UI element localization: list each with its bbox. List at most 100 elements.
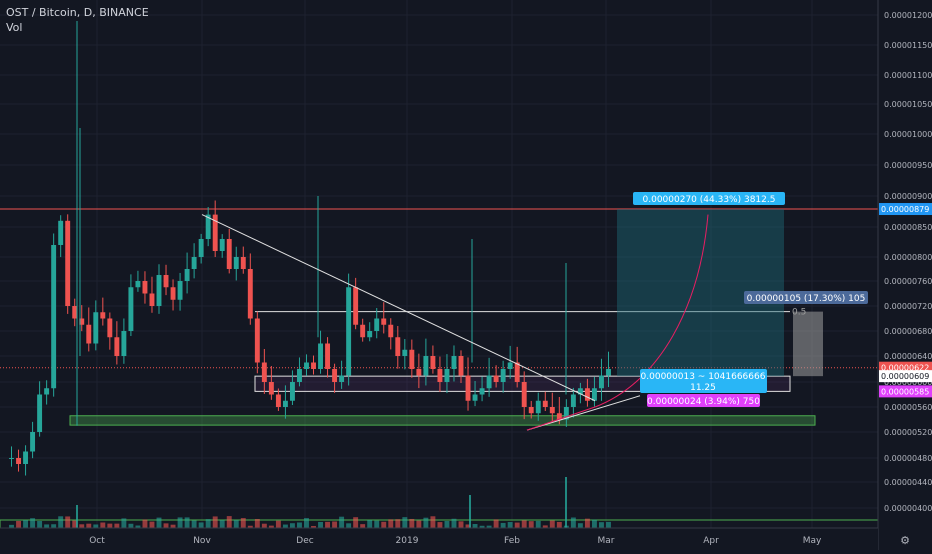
annotation-target: 0.00000270 (44.33%) 3812.5	[643, 195, 776, 205]
volume-bar	[76, 505, 78, 528]
candle-body	[72, 306, 78, 319]
y-tick-label: 0.00000800	[884, 253, 932, 262]
volume-bar	[44, 524, 50, 528]
volume-bar	[584, 518, 590, 528]
candle-body	[402, 349, 408, 356]
y-tick-label: 0.00000850	[884, 223, 932, 232]
volume-bar	[23, 520, 29, 528]
candle-body	[486, 375, 492, 389]
candle-body	[584, 388, 590, 401]
price-tag: 0.00000609	[881, 372, 929, 381]
volume-bar	[30, 518, 36, 528]
volume-bar	[542, 525, 548, 528]
candle-body	[542, 400, 548, 407]
volume-bar	[577, 523, 583, 528]
volume-bar	[528, 521, 534, 528]
volume-bar	[58, 516, 64, 528]
candle-body	[282, 400, 288, 407]
volume-bar	[149, 521, 155, 528]
y-tick-label: 0.00000400	[884, 504, 932, 513]
volume-bar	[318, 521, 323, 528]
candle-body	[570, 394, 576, 407]
volume-bar	[469, 495, 471, 528]
candle-body	[233, 257, 239, 269]
volume-bar	[514, 522, 520, 528]
volume-bar	[128, 523, 134, 528]
volume-bar	[339, 516, 345, 528]
candle-body	[423, 356, 429, 376]
volume-bar	[346, 523, 352, 528]
candle-body	[549, 407, 555, 414]
candle-body	[79, 318, 85, 325]
y-tick-label: 0.00000520	[884, 428, 932, 437]
candle-body	[191, 257, 197, 269]
volume-bar	[423, 517, 429, 528]
candle-body	[254, 318, 260, 363]
volume-bar	[289, 523, 295, 528]
candle-body	[465, 375, 471, 401]
candle-body	[472, 394, 478, 401]
y-tick-label: 0.00001150	[884, 41, 932, 50]
candle-body	[261, 362, 267, 382]
volume-bar	[191, 520, 197, 528]
annotation-range: 0.00000013 ~ 1041666666	[641, 372, 766, 382]
candle-body	[107, 318, 113, 338]
volume-bar	[93, 524, 99, 528]
candle-body	[289, 382, 295, 401]
volume-bar	[479, 525, 485, 528]
candle-body	[332, 369, 338, 382]
annotation-target-bg	[633, 192, 785, 206]
volume-bar	[135, 525, 141, 528]
x-tick-label: Apr	[703, 536, 719, 546]
volume-bar	[304, 518, 309, 528]
candle-body	[521, 382, 527, 407]
volume-bar	[226, 516, 232, 528]
volume-bar	[163, 523, 169, 528]
volume-bar	[556, 521, 562, 528]
candle-body	[311, 362, 316, 369]
volume-bar	[219, 520, 225, 528]
volume-bar	[430, 516, 436, 528]
volume-bar	[606, 521, 611, 528]
annotation-range-bars: 11.25	[690, 383, 716, 393]
x-tick-label: 2019	[396, 536, 419, 546]
volume-bar	[353, 517, 359, 528]
volume-bar	[212, 516, 218, 528]
volume-bar	[51, 524, 57, 528]
candle-body	[16, 458, 21, 464]
candle-body	[268, 382, 274, 395]
volume-bar	[247, 525, 253, 528]
candle-body	[514, 362, 520, 382]
candle-body	[240, 257, 246, 269]
candle-body	[275, 394, 281, 407]
candle-body	[247, 269, 253, 319]
candle-body	[212, 214, 218, 251]
price-tag: 0.00000585	[881, 387, 929, 396]
volume-bar	[388, 519, 394, 528]
volume-bar	[184, 517, 190, 528]
volume-bar	[437, 522, 443, 528]
candle-body	[156, 275, 162, 306]
y-tick-label: 0.00000900	[884, 192, 932, 201]
candle-body	[444, 369, 450, 382]
volume-bar	[233, 520, 239, 528]
candle-body	[177, 281, 183, 300]
candle-body	[556, 413, 562, 420]
candle-body	[563, 407, 569, 420]
volume-bar	[142, 519, 148, 528]
volume-bar	[107, 523, 113, 528]
volume-bar	[9, 524, 14, 528]
annotation-range-bg	[640, 369, 767, 393]
candle-body	[198, 239, 204, 257]
x-tick-label: Dec	[296, 536, 313, 546]
candle-body	[437, 369, 443, 382]
y-tick-label: 0.00000440	[884, 478, 932, 487]
candle-body	[339, 375, 345, 382]
trendline-descending	[201, 214, 596, 402]
volume-bar	[486, 525, 492, 528]
volume-bar	[16, 520, 21, 528]
volume-bar	[79, 524, 85, 528]
y-tick-label: 0.00001050	[884, 100, 932, 109]
